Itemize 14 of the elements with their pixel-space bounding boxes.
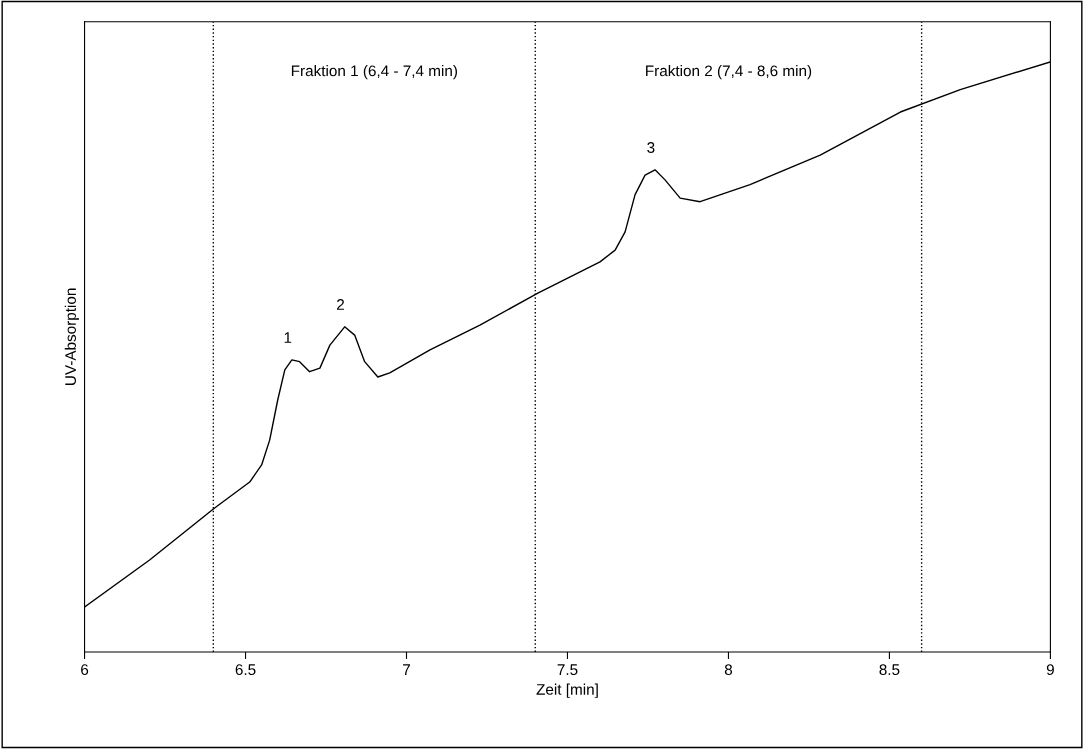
annotation: Fraktion 1 (6,4 - 7,4 min) <box>291 65 457 80</box>
x-tick-label: 7 <box>403 664 410 675</box>
x-tick-label: 8 <box>724 664 733 676</box>
x-tick-label: 6.5 <box>235 664 256 676</box>
x-tick-label: 8.5 <box>879 664 900 676</box>
x-tick-label: 7.5 <box>557 664 578 676</box>
annotation: 1 <box>284 332 292 343</box>
annotation: Fraktion 2 (7,4 - 8,6 min) <box>646 65 812 80</box>
x-axis-title: Zeit [min] <box>536 683 598 698</box>
annotation: 3 <box>647 142 655 153</box>
x-tick-label: 9 <box>1046 664 1054 676</box>
annotation: 2 <box>337 299 344 310</box>
x-tick-label: 6 <box>81 664 89 676</box>
y-axis-title: UV-Absorption <box>64 288 79 385</box>
